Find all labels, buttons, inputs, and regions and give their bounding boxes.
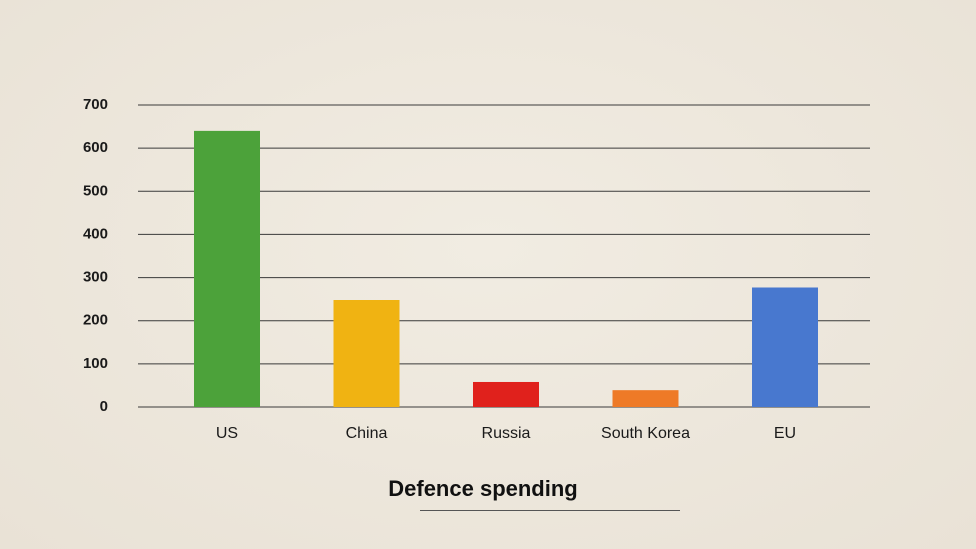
x-label-us: US bbox=[216, 425, 238, 442]
bar-south-korea bbox=[612, 390, 679, 407]
title-underline bbox=[420, 510, 680, 511]
y-axis-ticks: 0 100 200 300 400 500 600 700 bbox=[83, 96, 108, 415]
y-tick-label-700: 700 bbox=[83, 96, 108, 113]
x-label-eu: EU bbox=[774, 425, 796, 442]
y-tick-label-600: 600 bbox=[83, 139, 108, 156]
bars bbox=[194, 130, 818, 407]
bar-eu bbox=[752, 287, 818, 407]
y-tick-label-400: 400 bbox=[83, 225, 108, 242]
y-tick-label-300: 300 bbox=[83, 269, 108, 286]
bar-us bbox=[194, 130, 260, 407]
x-label-russia: Russia bbox=[482, 425, 531, 442]
bar-russia bbox=[473, 381, 539, 407]
y-tick-label-500: 500 bbox=[83, 182, 108, 199]
chart-title: Defence spending bbox=[388, 476, 578, 501]
y-tick-label-100: 100 bbox=[83, 355, 108, 372]
x-label-south-korea: South Korea bbox=[601, 425, 690, 442]
y-tick-label-200: 200 bbox=[83, 312, 108, 329]
x-label-china: China bbox=[346, 425, 388, 442]
bar-china bbox=[333, 300, 400, 407]
y-tick-label-0: 0 bbox=[100, 398, 108, 415]
x-axis-labels: US China Russia South Korea EU bbox=[216, 425, 796, 442]
